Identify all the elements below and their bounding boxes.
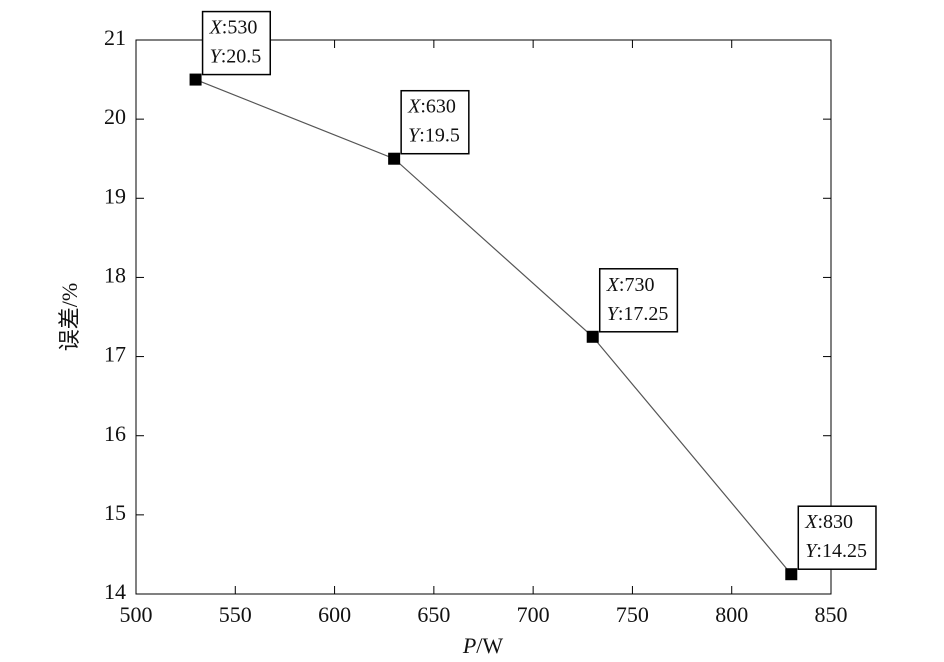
annotation-y: Y:14.25 <box>805 540 867 562</box>
annotation-y: Y:20.5 <box>210 45 262 67</box>
marker <box>586 330 599 343</box>
x-tick-label: 800 <box>715 602 748 627</box>
plot-frame <box>135 39 832 595</box>
annotation-box <box>797 505 877 570</box>
marker <box>785 568 798 581</box>
y-tick-label: 20 <box>104 104 126 129</box>
annotation: X:530 Y:20.5 <box>201 10 272 76</box>
data-line <box>195 79 792 575</box>
y-tick-label: 14 <box>104 579 126 604</box>
x-tick-label: 750 <box>616 602 649 627</box>
x-tick-label: 850 <box>815 602 848 627</box>
annotation-y: Y:17.25 <box>607 302 669 324</box>
x-tick-label: 650 <box>417 602 450 627</box>
x-tick-label: 550 <box>219 602 252 627</box>
annotation: X:830 Y:14.25 <box>797 505 877 570</box>
marker <box>388 152 401 165</box>
annotation-x: X:830 <box>804 511 853 533</box>
x-axis-label: P/W <box>462 633 504 658</box>
annotation-y: Y:19.5 <box>408 124 460 146</box>
annotation: X:630 Y:19.5 <box>400 89 470 155</box>
annotation-x: X:730 <box>606 273 655 295</box>
y-tick-label: 17 <box>104 342 126 367</box>
annotation-x: X:630 <box>407 95 456 117</box>
y-tick-label: 16 <box>104 421 126 446</box>
x-tick-label: 600 <box>318 602 351 627</box>
marker <box>189 73 202 86</box>
y-tick-label: 15 <box>104 500 126 525</box>
annotation: X:730 Y:17.25 <box>598 268 679 333</box>
annotation-box <box>201 10 272 76</box>
annotation-box <box>598 268 679 333</box>
y-tick-label: 21 <box>104 25 126 50</box>
y-tick-label: 18 <box>104 262 126 287</box>
x-tick-label: 700 <box>517 602 550 627</box>
y-tick-label: 19 <box>104 183 126 208</box>
annotation-x: X:530 <box>209 16 258 38</box>
y-axis-label: 误差/% <box>57 283 82 351</box>
x-tick-label: 500 <box>120 602 153 627</box>
annotation-box <box>400 89 470 155</box>
